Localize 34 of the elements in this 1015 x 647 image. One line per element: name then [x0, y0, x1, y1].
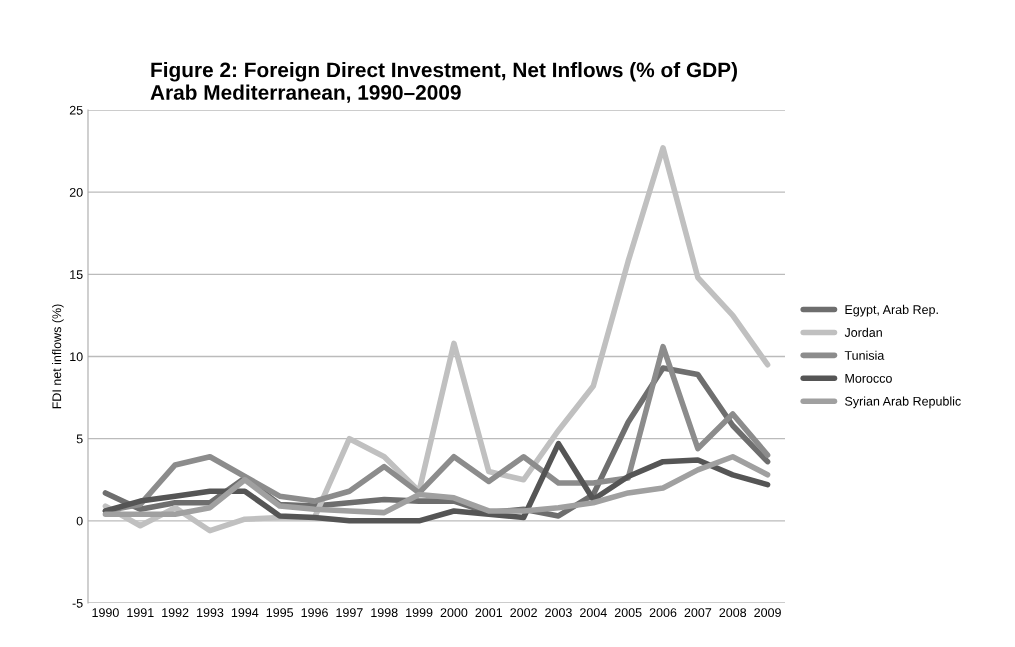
legend-label: Tunisia	[844, 350, 885, 360]
x-tick-label: 1991	[127, 608, 154, 618]
x-tick-label: 1990	[92, 608, 119, 618]
x-tick-label: 1993	[197, 608, 224, 618]
x-tick-label: 2000	[440, 608, 468, 618]
y-tick-label: 25	[69, 105, 83, 115]
y-tick-label: 20	[69, 187, 83, 197]
x-tick-label: 1994	[231, 608, 259, 618]
legend-label: Syrian Arab Republic	[845, 396, 961, 409]
x-tick-label: 1997	[336, 608, 363, 618]
x-tick-label: 2001	[475, 608, 503, 618]
x-tick-label: 1992	[162, 608, 189, 618]
x-tick-label: 2007	[684, 608, 712, 618]
legend-label: Egypt, Arab Rep.	[845, 304, 938, 317]
x-tick-label: 1995	[266, 608, 294, 618]
legend-label: Jordan	[844, 327, 882, 337]
x-tick-label: 2008	[719, 608, 747, 618]
x-tick-label: 1999	[406, 608, 433, 618]
y-tick-label: 5	[76, 434, 83, 444]
x-tick-label: 2002	[510, 608, 537, 618]
x-tick-label: 2005	[614, 608, 642, 618]
x-tick-label: 2009	[754, 608, 781, 618]
legend-label: Morocco	[845, 374, 892, 383]
y-tick-label: 15	[70, 270, 83, 279]
x-tick-label: 2004	[580, 608, 607, 618]
chart-title: Figure 2: Foreign Direct Investment, Net Inflows (% of GDP) Arab Mediterranean, 1990–2009	[150, 62, 737, 103]
y-axis-title: FDI net inflows (%)	[52, 304, 64, 409]
x-tick-label: 1996	[301, 608, 328, 618]
y-tick-label: 0	[76, 516, 83, 526]
x-tick-label: 1998	[371, 608, 398, 618]
x-tick-label: 2003	[545, 608, 572, 618]
y-tick-label: 10	[70, 352, 83, 362]
x-tick-label: 2006	[649, 608, 677, 618]
y-tick-label: -5	[72, 598, 83, 608]
